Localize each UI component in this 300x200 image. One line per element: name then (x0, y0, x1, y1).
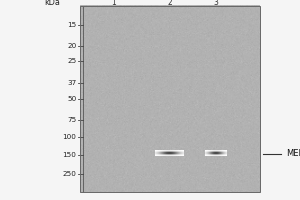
Text: 150: 150 (63, 152, 76, 158)
Text: 37: 37 (67, 80, 76, 86)
Text: 100: 100 (63, 134, 76, 140)
Text: 20: 20 (67, 43, 76, 49)
Text: 2: 2 (167, 0, 172, 7)
Bar (80, 6, 260, 192)
Text: 250: 250 (63, 171, 76, 177)
Text: kDa: kDa (45, 0, 60, 7)
Text: 15: 15 (67, 22, 76, 28)
Text: 1: 1 (112, 0, 116, 7)
Text: 50: 50 (67, 96, 76, 102)
Text: 75: 75 (67, 117, 76, 123)
Text: MED24: MED24 (286, 149, 300, 158)
Text: 25: 25 (67, 58, 76, 64)
Text: 3: 3 (214, 0, 218, 7)
